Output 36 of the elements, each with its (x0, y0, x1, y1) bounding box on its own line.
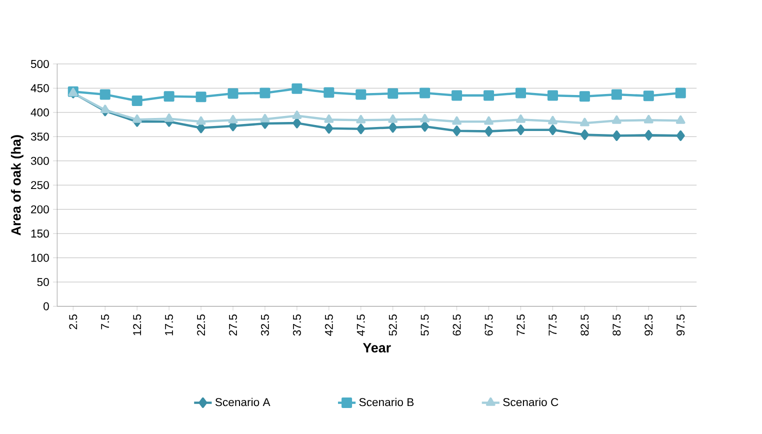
x-tick-label: 72.5 (516, 314, 525, 336)
y-tick-label: 500 (30, 60, 49, 68)
y-tick-label: 200 (31, 205, 49, 214)
y-tick-label: 450 (30, 84, 49, 92)
legend-label: Scenario C (503, 398, 558, 406)
y-tick-label: 150 (31, 230, 49, 238)
x-tick-label: 7.5 (101, 314, 110, 330)
x-tick-label: 12.5 (133, 314, 142, 336)
y-tick-label: 350 (30, 132, 49, 141)
y-tick-label: 250 (31, 181, 49, 190)
x-tick-label: 2.5 (69, 314, 78, 330)
y-tick-label: 100 (31, 254, 49, 262)
x-tick-label: 27.5 (229, 314, 238, 336)
y-tick-label: 300 (30, 157, 49, 166)
x-tick-label: 62.5 (452, 314, 461, 336)
x-tick-label: 37.5 (292, 314, 301, 336)
legend-label: Scenario A (215, 398, 270, 406)
x-tick-label: 87.5 (612, 314, 621, 336)
y-axis-title: Area of oak (ha) (10, 135, 24, 236)
x-tick-label: 77.5 (548, 314, 557, 336)
legend-label: Scenario B (359, 398, 414, 406)
x-tick-label: 67.5 (484, 314, 493, 336)
x-tick-label: 52.5 (388, 314, 397, 336)
x-tick-label: 47.5 (356, 314, 365, 336)
x-tick-label: 17.5 (165, 314, 174, 336)
x-tick-label: 32.5 (260, 314, 269, 336)
x-tick-label: 82.5 (580, 314, 589, 336)
x-tick-label: 42.5 (324, 314, 333, 336)
y-tick-label: 50 (37, 278, 49, 286)
x-tick-label: 92.5 (644, 314, 653, 336)
y-tick-label: 0 (44, 302, 49, 310)
x-tick-label: 22.5 (197, 314, 206, 336)
y-tick-label: 400 (30, 108, 49, 117)
x-tick-label: 97.5 (676, 314, 685, 336)
x-axis-title: Year (362, 343, 391, 353)
x-tick-label: 57.5 (420, 314, 429, 336)
